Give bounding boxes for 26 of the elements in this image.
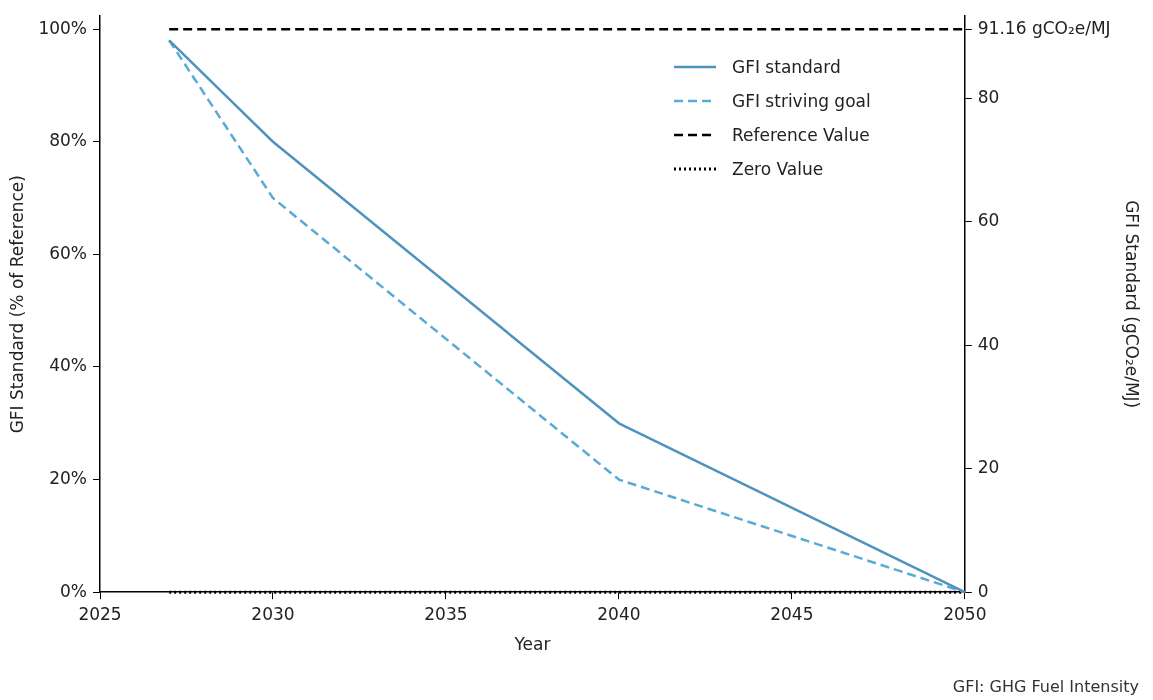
y2-tick-label: 40 xyxy=(977,333,1000,354)
y2-tick-label: 91.16 gCO₂e/MJ xyxy=(977,17,1111,38)
legend-label: Reference Value xyxy=(732,125,870,145)
y-tick-label: 20% xyxy=(49,468,87,489)
x-tick-label: 2030 xyxy=(251,603,295,624)
y2-tick-label: 80 xyxy=(977,86,1000,107)
y-tick-label: 80% xyxy=(49,130,87,151)
legend-label: Zero Value xyxy=(732,159,824,179)
x-tick-label: 2035 xyxy=(424,603,468,624)
x-tick-label: 2040 xyxy=(597,603,641,624)
x-tick-label: 2045 xyxy=(770,603,814,624)
y-tick-label: 0% xyxy=(60,580,87,601)
legend-label: GFI striving goal xyxy=(732,91,871,111)
legend-label: GFI standard xyxy=(732,57,841,77)
x-tick-label: 2050 xyxy=(943,603,987,624)
y-axis-title: GFI Standard (% of Reference) xyxy=(6,175,27,434)
x-axis-title: Year xyxy=(513,634,551,655)
y2-axis-title: GFI Standard (gCO₂e/MJ) xyxy=(1122,200,1143,409)
y-tick-label: 60% xyxy=(49,242,87,263)
y2-tick-label: 20 xyxy=(977,457,1000,478)
y2-tick-label: 60 xyxy=(977,210,1000,231)
y-tick-label: 40% xyxy=(49,355,87,376)
y2-tick-label: 0 xyxy=(977,580,989,601)
x-tick-label: 2025 xyxy=(78,603,122,624)
y-tick-label: 100% xyxy=(38,17,87,38)
text: GFI: GHG Fuel Intensity xyxy=(952,677,1139,696)
